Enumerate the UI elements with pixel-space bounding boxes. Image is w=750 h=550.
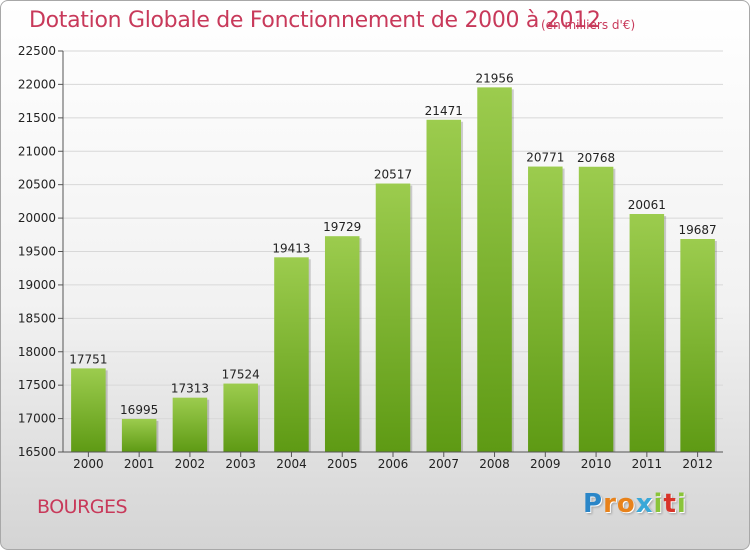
logo-letter: i	[653, 489, 664, 519]
logo-letter: r	[603, 489, 617, 519]
x-tick-label: 2003	[225, 457, 256, 471]
bar	[274, 257, 309, 452]
bar	[223, 383, 258, 452]
logo-letter: t	[663, 489, 677, 519]
logo-letter: x	[635, 489, 654, 519]
bars	[71, 87, 717, 453]
y-tick-label: 19500	[18, 245, 56, 259]
x-tick-label: 2007	[428, 457, 459, 471]
data-label: 19729	[323, 220, 361, 234]
data-label: 21956	[475, 71, 513, 85]
x-tick-label: 2000	[73, 457, 104, 471]
axes: 16500 17000 17500 18000 18500 19000 19500 20000…	[18, 44, 723, 471]
y-tick-label: 22500	[18, 44, 56, 58]
y-tick-label: 18000	[18, 345, 56, 359]
data-label: 20061	[628, 198, 666, 212]
bar	[71, 368, 106, 452]
y-tick-label: 21000	[18, 144, 56, 158]
y-tick-label: 17000	[18, 412, 56, 426]
bar	[629, 214, 665, 452]
data-label: 16995	[120, 403, 158, 417]
data-label: 20771	[526, 151, 564, 165]
data-label: 20768	[577, 151, 615, 165]
bar	[680, 239, 715, 452]
x-tick-label: 2012	[682, 457, 713, 471]
y-tick-label: 20500	[18, 178, 56, 192]
data-label: 20517	[374, 168, 412, 182]
data-label: 19413	[272, 241, 310, 255]
y-tick-label: 19000	[18, 278, 56, 292]
proxiti-logo: Proxiti	[583, 489, 687, 519]
data-labels: 17751 16995 17313 17524 19413 19729 20517 21471…	[69, 71, 716, 417]
x-tick-label: 2004	[276, 457, 307, 471]
data-label: 17313	[171, 382, 209, 396]
x-tick-label: 2009	[530, 457, 561, 471]
bar	[121, 418, 157, 452]
x-tick-label: 2005	[327, 457, 358, 471]
data-label: 17751	[69, 352, 107, 366]
y-tick-label: 20000	[18, 211, 56, 225]
bar	[426, 119, 462, 453]
data-label: 21471	[425, 104, 463, 118]
chart-title: Dotation Globale de Fonctionnement de 20…	[29, 8, 601, 33]
bar	[528, 166, 563, 452]
bar	[172, 397, 208, 452]
y-tick-label: 22000	[18, 77, 56, 91]
y-tick-label: 18500	[18, 311, 56, 325]
x-tick-label: 2001	[124, 457, 155, 471]
x-tick-label: 2006	[378, 457, 409, 471]
x-tick-label: 2011	[632, 457, 663, 471]
y-tick-label: 16500	[18, 445, 56, 459]
chart-subtitle: (en milliers d'€)	[541, 18, 636, 32]
bar	[578, 166, 614, 452]
logo-letter: i	[676, 489, 687, 519]
bar	[477, 87, 512, 452]
bar	[324, 236, 360, 452]
data-label: 17524	[222, 368, 260, 382]
bar	[375, 183, 411, 452]
data-label: 19687	[679, 223, 717, 237]
logo-letter: o	[616, 489, 636, 519]
x-tick-label: 2008	[479, 457, 510, 471]
x-tick-label: 2010	[581, 457, 612, 471]
logo-letter: P	[583, 489, 604, 519]
city-name: BOURGES	[37, 496, 128, 518]
y-tick-label: 21500	[18, 111, 56, 125]
y-tick-label: 17500	[18, 378, 56, 392]
x-tick-label: 2002	[175, 457, 206, 471]
